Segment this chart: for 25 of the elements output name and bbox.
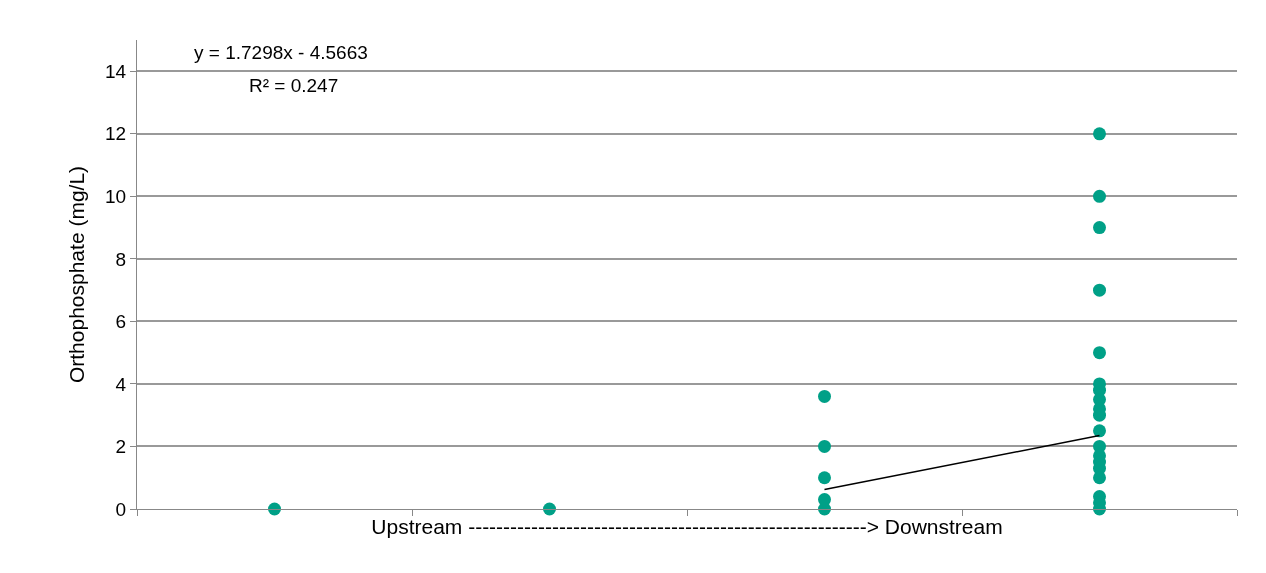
y-tick-label: 0 — [115, 498, 127, 520]
point — [268, 502, 281, 516]
y-axis-title: Orthophosphate (mg/L) — [65, 165, 89, 384]
point — [1093, 346, 1106, 360]
point — [1093, 283, 1106, 297]
point — [818, 439, 831, 453]
y-tick-label: 8 — [115, 248, 127, 270]
point — [1093, 189, 1106, 203]
annotation: y = 1.7298x - 4.5663 — [194, 42, 368, 63]
point — [818, 389, 831, 403]
y-tick-label: 12 — [105, 123, 127, 145]
x-axis-title: Upstream ---------------------------------------------------------> Downstream — [371, 515, 1003, 539]
y-tick-label: 14 — [105, 60, 127, 82]
y-tick-label: 2 — [115, 436, 127, 458]
point — [818, 471, 831, 485]
y-tick-label: 10 — [105, 185, 127, 207]
y-tick-label: 4 — [115, 373, 127, 395]
point — [818, 502, 831, 516]
annotation: R² = 0.247 — [249, 75, 339, 96]
point — [1093, 221, 1106, 235]
y-tick-label: 6 — [115, 311, 127, 333]
point — [543, 502, 556, 516]
point — [1093, 127, 1106, 141]
point — [1093, 471, 1106, 485]
point — [1093, 424, 1106, 438]
